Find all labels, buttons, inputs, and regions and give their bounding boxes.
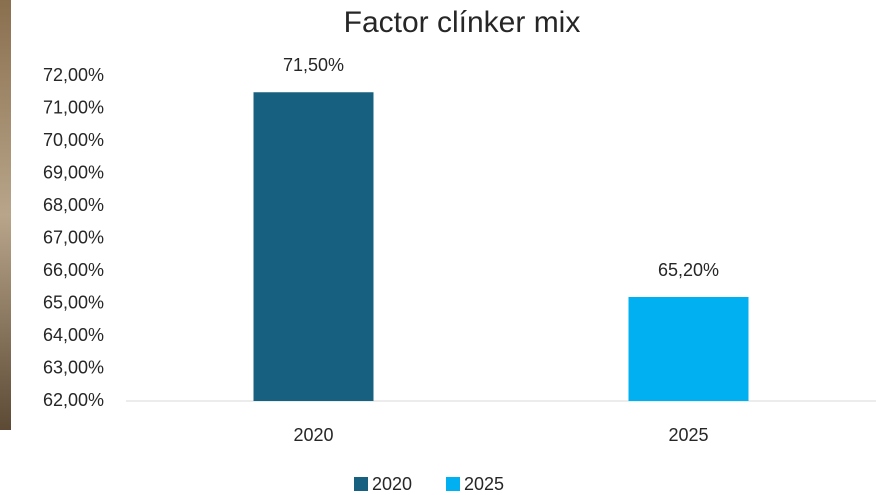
y-tick-label: 70,00% [43,130,104,150]
x-tick-label: 2020 [293,425,333,445]
value-label: 71,50% [283,55,344,75]
legend-swatch [446,477,460,491]
y-tick-label: 63,00% [43,357,104,377]
y-tick-label: 65,00% [43,292,104,312]
y-tick-label: 68,00% [43,195,104,215]
y-tick-label: 71,00% [43,97,104,117]
legend-label: 2020 [372,474,412,494]
value-label: 65,20% [658,260,719,280]
legend-label: 2025 [464,474,504,494]
y-tick-label: 67,00% [43,227,104,247]
y-tick-label: 69,00% [43,162,104,182]
x-tick-label: 2025 [668,425,708,445]
y-tick-label: 72,00% [43,65,104,85]
legend-swatch [354,477,368,491]
y-tick-label: 62,00% [43,390,104,410]
chart-title: Factor clínker mix [344,6,581,39]
bar [253,92,374,401]
y-tick-label: 66,00% [43,260,104,280]
bar [628,297,749,401]
background-photo-strip [0,0,11,430]
y-tick-label: 64,00% [43,325,104,345]
